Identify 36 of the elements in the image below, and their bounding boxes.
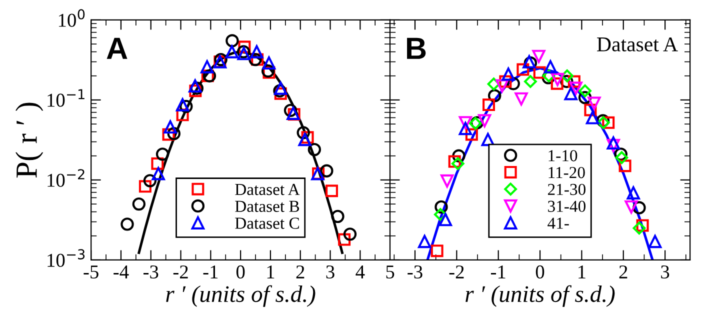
x-axis-title: r ′ (units of s.d.): [466, 285, 615, 307]
x-tick-label: -4: [114, 266, 129, 278]
legend-label: Dataset A: [235, 184, 300, 196]
x-tick-label: -2: [449, 265, 464, 278]
x-tick-label: 3: [326, 265, 334, 279]
chart-title: A: [106, 38, 128, 59]
chart-title: B: [407, 38, 426, 59]
x-tick-label: 2: [619, 265, 628, 278]
legend-label: 21-30: [548, 184, 586, 196]
legend-label: 41-: [548, 218, 569, 229]
x-tick-label: 1: [267, 265, 274, 278]
x-tick-label: 0: [536, 265, 544, 279]
x-tick-label: 1: [578, 265, 586, 278]
x-tick-label: -1: [203, 265, 218, 278]
y-tick-label: 10$^{−1}$: [48, 89, 84, 107]
legend-label: 1-10: [548, 150, 578, 162]
x-tick-label: -3: [143, 265, 158, 279]
x-axis-title: r ′ (units of s.d.): [166, 285, 316, 307]
y-tick-label: 10$^{0}$: [58, 9, 85, 27]
legend-label: 31-40: [548, 200, 586, 212]
x-tick-label: 4: [356, 266, 365, 278]
legend-label: 11-20: [548, 166, 585, 178]
y-axis-title: P( r ′ ): [15, 102, 44, 178]
y-tick-label: 10$^{−3}$: [48, 249, 85, 267]
y-tick-label: 10$^{−2}$: [48, 169, 84, 187]
x-tick-label: -3: [408, 265, 422, 279]
legend-label: Dataset B: [235, 200, 300, 212]
x-tick-label: -1: [490, 265, 506, 278]
x-tick-label: -5: [84, 266, 98, 279]
legend-label: Dataset C: [235, 218, 299, 229]
x-tick-label: 0: [236, 265, 245, 279]
x-tick-label: 2: [296, 265, 304, 278]
x-tick-label: -2: [173, 265, 188, 278]
text: Dataset A: [597, 37, 678, 52]
x-tick-label: 3: [661, 265, 670, 279]
x-tick-label: 5: [386, 266, 394, 279]
